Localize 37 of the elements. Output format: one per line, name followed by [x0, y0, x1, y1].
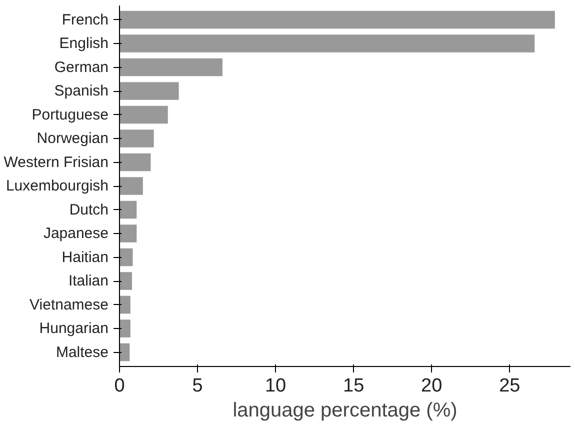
y-tick-label: French — [62, 11, 109, 28]
y-tick-label: Vietnamese — [30, 296, 109, 314]
y-tick-label: Dutch — [69, 201, 109, 218]
y-tick-label: Norwegian — [36, 130, 109, 147]
y-tick-label: Spanish — [54, 82, 109, 100]
y-tick-label: Luxembourgish — [6, 178, 108, 194]
bar — [120, 153, 151, 172]
y-tick-label: Japanese — [43, 225, 109, 242]
bar — [120, 320, 130, 338]
y-tick-label: German — [54, 58, 109, 76]
bar — [120, 58, 222, 76]
bar — [120, 248, 133, 266]
x-tick-label: 0 — [114, 376, 125, 396]
x-tick-label: 20 — [421, 376, 442, 396]
x-tick-label: 10 — [264, 376, 286, 396]
y-tick-label: Italian — [68, 272, 109, 290]
bar — [120, 82, 179, 100]
y-tick-label: English — [59, 35, 109, 52]
x-axis-title: language percentage (%) — [232, 400, 458, 422]
y-tick-label: Haitian — [62, 248, 109, 266]
x-tick-label: 25 — [499, 376, 520, 396]
y-tick-label: Portuguese — [32, 106, 109, 124]
bar — [120, 34, 535, 52]
x-tick-label: 15 — [343, 376, 364, 396]
y-tick-label: Western Frisian — [4, 154, 109, 171]
y-tick-label: Maltese — [56, 344, 109, 361]
bar — [120, 130, 154, 148]
bar — [120, 200, 137, 219]
bar — [120, 177, 143, 195]
bar — [120, 224, 137, 242]
bar — [120, 10, 555, 29]
bar — [120, 296, 130, 314]
y-tick-label: Hungarian — [39, 320, 109, 337]
bar — [120, 343, 130, 362]
bar — [120, 106, 168, 124]
bar — [120, 272, 132, 290]
x-tick-label: 5 — [192, 376, 203, 396]
